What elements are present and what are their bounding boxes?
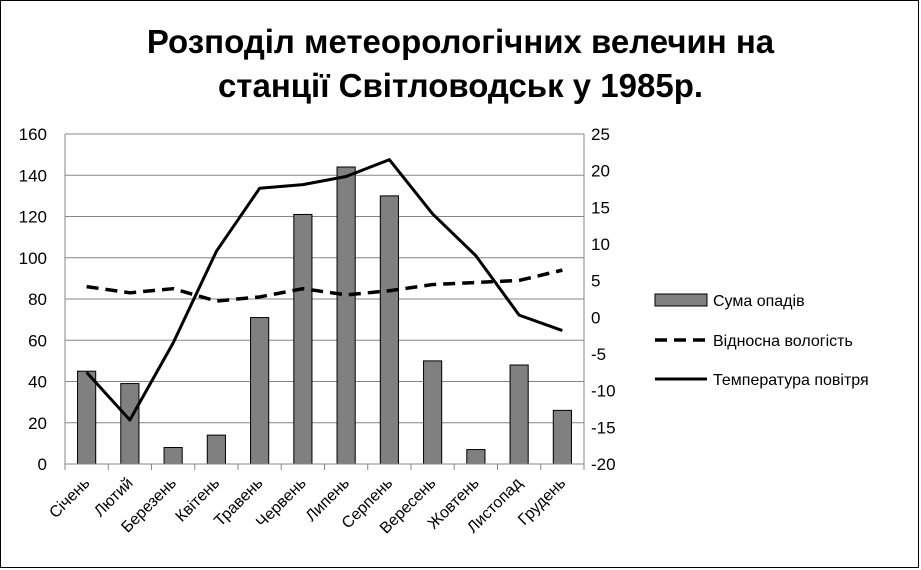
precipitation-bar [77, 370, 97, 465]
precipitation-bar [466, 449, 486, 465]
legend-swatch-precipitation [654, 293, 708, 307]
left-tick-label: 140 [19, 166, 47, 185]
right-tick-label: 5 [591, 272, 600, 291]
precipitation-bar [423, 360, 443, 465]
legend: Сума опадів Відносна вологість Температура… [654, 293, 869, 389]
right-tick-label: -15 [591, 418, 616, 437]
right-tick-label: -10 [591, 382, 616, 401]
left-tick-label: 80 [28, 290, 47, 309]
precipitation-bar [250, 317, 270, 465]
right-tick-label: -20 [591, 455, 616, 474]
right-tick-label: 10 [591, 235, 610, 254]
precipitation-bar [552, 409, 572, 465]
left-tick-label: 0 [38, 455, 47, 474]
precipitation-bar [336, 166, 356, 465]
right-tick-label: 20 [591, 162, 610, 181]
left-tick-label: 60 [28, 331, 47, 350]
gridlines [65, 133, 584, 465]
category-label: Січень [46, 475, 93, 522]
precipitation-bar [163, 447, 183, 465]
legend-label: Температура повітря [713, 372, 869, 389]
right-tick-label: -5 [591, 345, 606, 364]
category-label: Грудень [515, 475, 569, 529]
humidity-line [86, 268, 563, 303]
legend-label: Сума опадів [713, 293, 805, 310]
left-tick-label: 20 [28, 414, 47, 433]
legend-label: Відносна вологість [713, 333, 853, 350]
temperature-line [85, 158, 563, 422]
left-tick-label: 40 [28, 373, 47, 392]
precipitation-bars [77, 166, 572, 465]
precipitation-bar [509, 364, 529, 465]
chart-title-line1: Розподіл метеорологічних велечин на [146, 23, 775, 60]
left-tick-label: 120 [19, 208, 47, 227]
precipitation-bar [206, 434, 226, 465]
left-tick-label: 100 [19, 249, 47, 268]
chart-title: Розподіл метеорологічних велечин на стан… [0, 20, 921, 108]
precipitation-bar [120, 383, 140, 465]
series-lines [85, 158, 563, 422]
axes: 0 20 40 60 80 100 120 140 160 -20 -15 -10 -5 0 5 10 15 20… [19, 125, 616, 537]
right-tick-label: 15 [591, 198, 610, 217]
chart-title-line2: станції Світловодськ у 1985р. [217, 67, 704, 104]
precipitation-bar [293, 213, 313, 465]
precipitation-bar [379, 195, 399, 465]
right-tick-label: 25 [591, 125, 610, 144]
left-tick-label: 160 [19, 125, 47, 144]
right-tick-label: 0 [591, 308, 600, 327]
